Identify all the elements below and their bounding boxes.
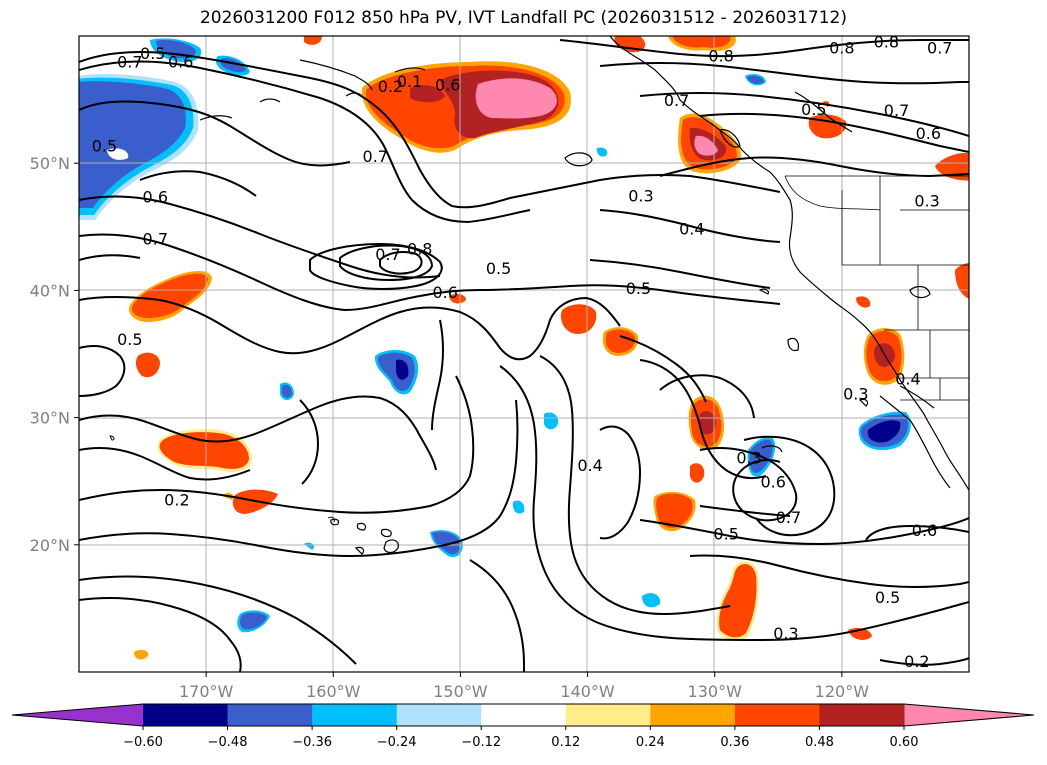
contour-label: 0.8 [874,32,899,51]
contour-label: 0.7 [927,39,952,58]
political-borders [784,175,969,401]
contour-labels: 0.5 0.60.70.50.60.70.70.20.1 0.60.8 0.8 0.8 0… [92,32,953,671]
negative-anomaly-fills [79,38,911,633]
contour-label: 0.2 [904,652,929,671]
contour-label: 0.3 [628,186,653,205]
lon-tick-label: 170°W [179,682,234,701]
colorbar-swatch [143,704,229,726]
colorbar-swatch [481,704,567,726]
lon-tick-label: 120°W [815,682,870,701]
longitude-axis: 170°W 160°W 150°W 140°W 130°W 120°W [179,672,869,701]
contour-label: 0.4 [895,369,920,388]
colorbar-swatch [312,704,398,726]
colorbar-tick-label: −0.24 [377,735,417,750]
land-detail-contours [109,435,335,523]
positive-anomaly-fills [129,36,969,660]
contour-label: 0.7 [363,147,388,166]
contour-label: 0.3 [736,448,761,467]
colorbar-swatch [396,704,482,726]
contour-label: 0.7 [143,230,168,249]
colorbar-tick-label: 0.48 [805,735,834,750]
contour-label: 0.5 [713,525,738,544]
contour-label: 0.7 [884,101,909,120]
contour-label: 0.7 [375,245,400,264]
contour-label: 0.5 [801,100,826,119]
latitude-axis: 50°N 40°N 30°N 20°N [30,154,79,555]
lon-tick-label: 160°W [306,682,361,701]
lat-tick-label: 30°N [30,409,70,428]
colorbar-tick-label: −0.60 [123,735,163,750]
contour-label: 0.3 [914,191,939,210]
contour-label: 0.7 [664,91,689,110]
contour-label: 0.5 [140,44,165,63]
contour-label: 0.3 [773,624,798,643]
colorbar-tick-label: 0.12 [551,735,580,750]
lat-tick-label: 50°N [30,154,70,173]
contour-label: 0.6 [143,188,168,207]
contour-label: 0.5 [486,259,511,278]
lat-tick-label: 40°N [30,281,70,300]
contour-label: 0.8 [407,240,432,259]
colorbar-tick-label: 0.24 [636,735,665,750]
contour-label: 0.6 [760,472,785,491]
map-panel: 0.5 0.60.70.50.60.70.70.20.1 0.60.8 0.8 0.8 0… [79,32,969,672]
colorbar-swatch [227,704,313,726]
contour-label: 0.1 [397,72,422,91]
contour-label: 0.7 [117,53,142,72]
colorbar-over-extension [904,704,1034,726]
pv-contours [79,39,969,672]
contour-label: 0.5 [117,330,142,349]
colorbar-tick-label: −0.48 [208,735,248,750]
colorbar-tick-label: 0.36 [720,735,749,750]
contour-label: 0.6 [435,76,460,95]
contour-label: 0.6 [168,53,193,72]
colorbar-swatch [650,704,736,726]
colorbar-tick-label: −0.36 [292,735,332,750]
contour-label: 0.8 [708,46,733,65]
contour-label: 0.3 [843,385,868,404]
chart-title: 2026031200 F012 850 hPa PV, IVT Landfall… [199,8,847,28]
contour-label: 0.6 [432,283,457,302]
contour-label: 0.2 [378,77,403,96]
contour-label: 0.8 [829,39,854,58]
colorbar: −0.60 −0.48 −0.36 −0.24 −0.12 0.12 0.24 0.36 0.4… [11,703,1035,750]
contour-label: 0.5 [626,279,651,298]
colorbar-swatch [734,704,820,726]
contour-label: 0.5 [875,588,900,607]
contour-label: 0.6 [912,521,937,540]
contour-label: 0.4 [679,219,704,238]
colorbar-swatch [565,704,651,726]
contour-label: 0.6 [916,124,941,143]
colorbar-under-extension [12,704,143,726]
contour-label: 0.7 [776,508,801,527]
colorbar-tick-label: −0.12 [461,735,501,750]
coastlines [199,36,969,555]
contour-label: 0.2 [164,490,189,509]
graticule [79,36,969,672]
lon-tick-label: 150°W [433,682,488,701]
contour-label: 0.5 [92,137,117,156]
lon-tick-label: 130°W [688,682,743,701]
lon-tick-label: 140°W [560,682,615,701]
colorbar-tick-label: 0.60 [890,735,919,750]
contour-label: 0.4 [577,456,602,475]
colorbar-swatch [819,704,905,726]
map-frame [78,35,970,673]
lat-tick-label: 20°N [30,536,70,555]
